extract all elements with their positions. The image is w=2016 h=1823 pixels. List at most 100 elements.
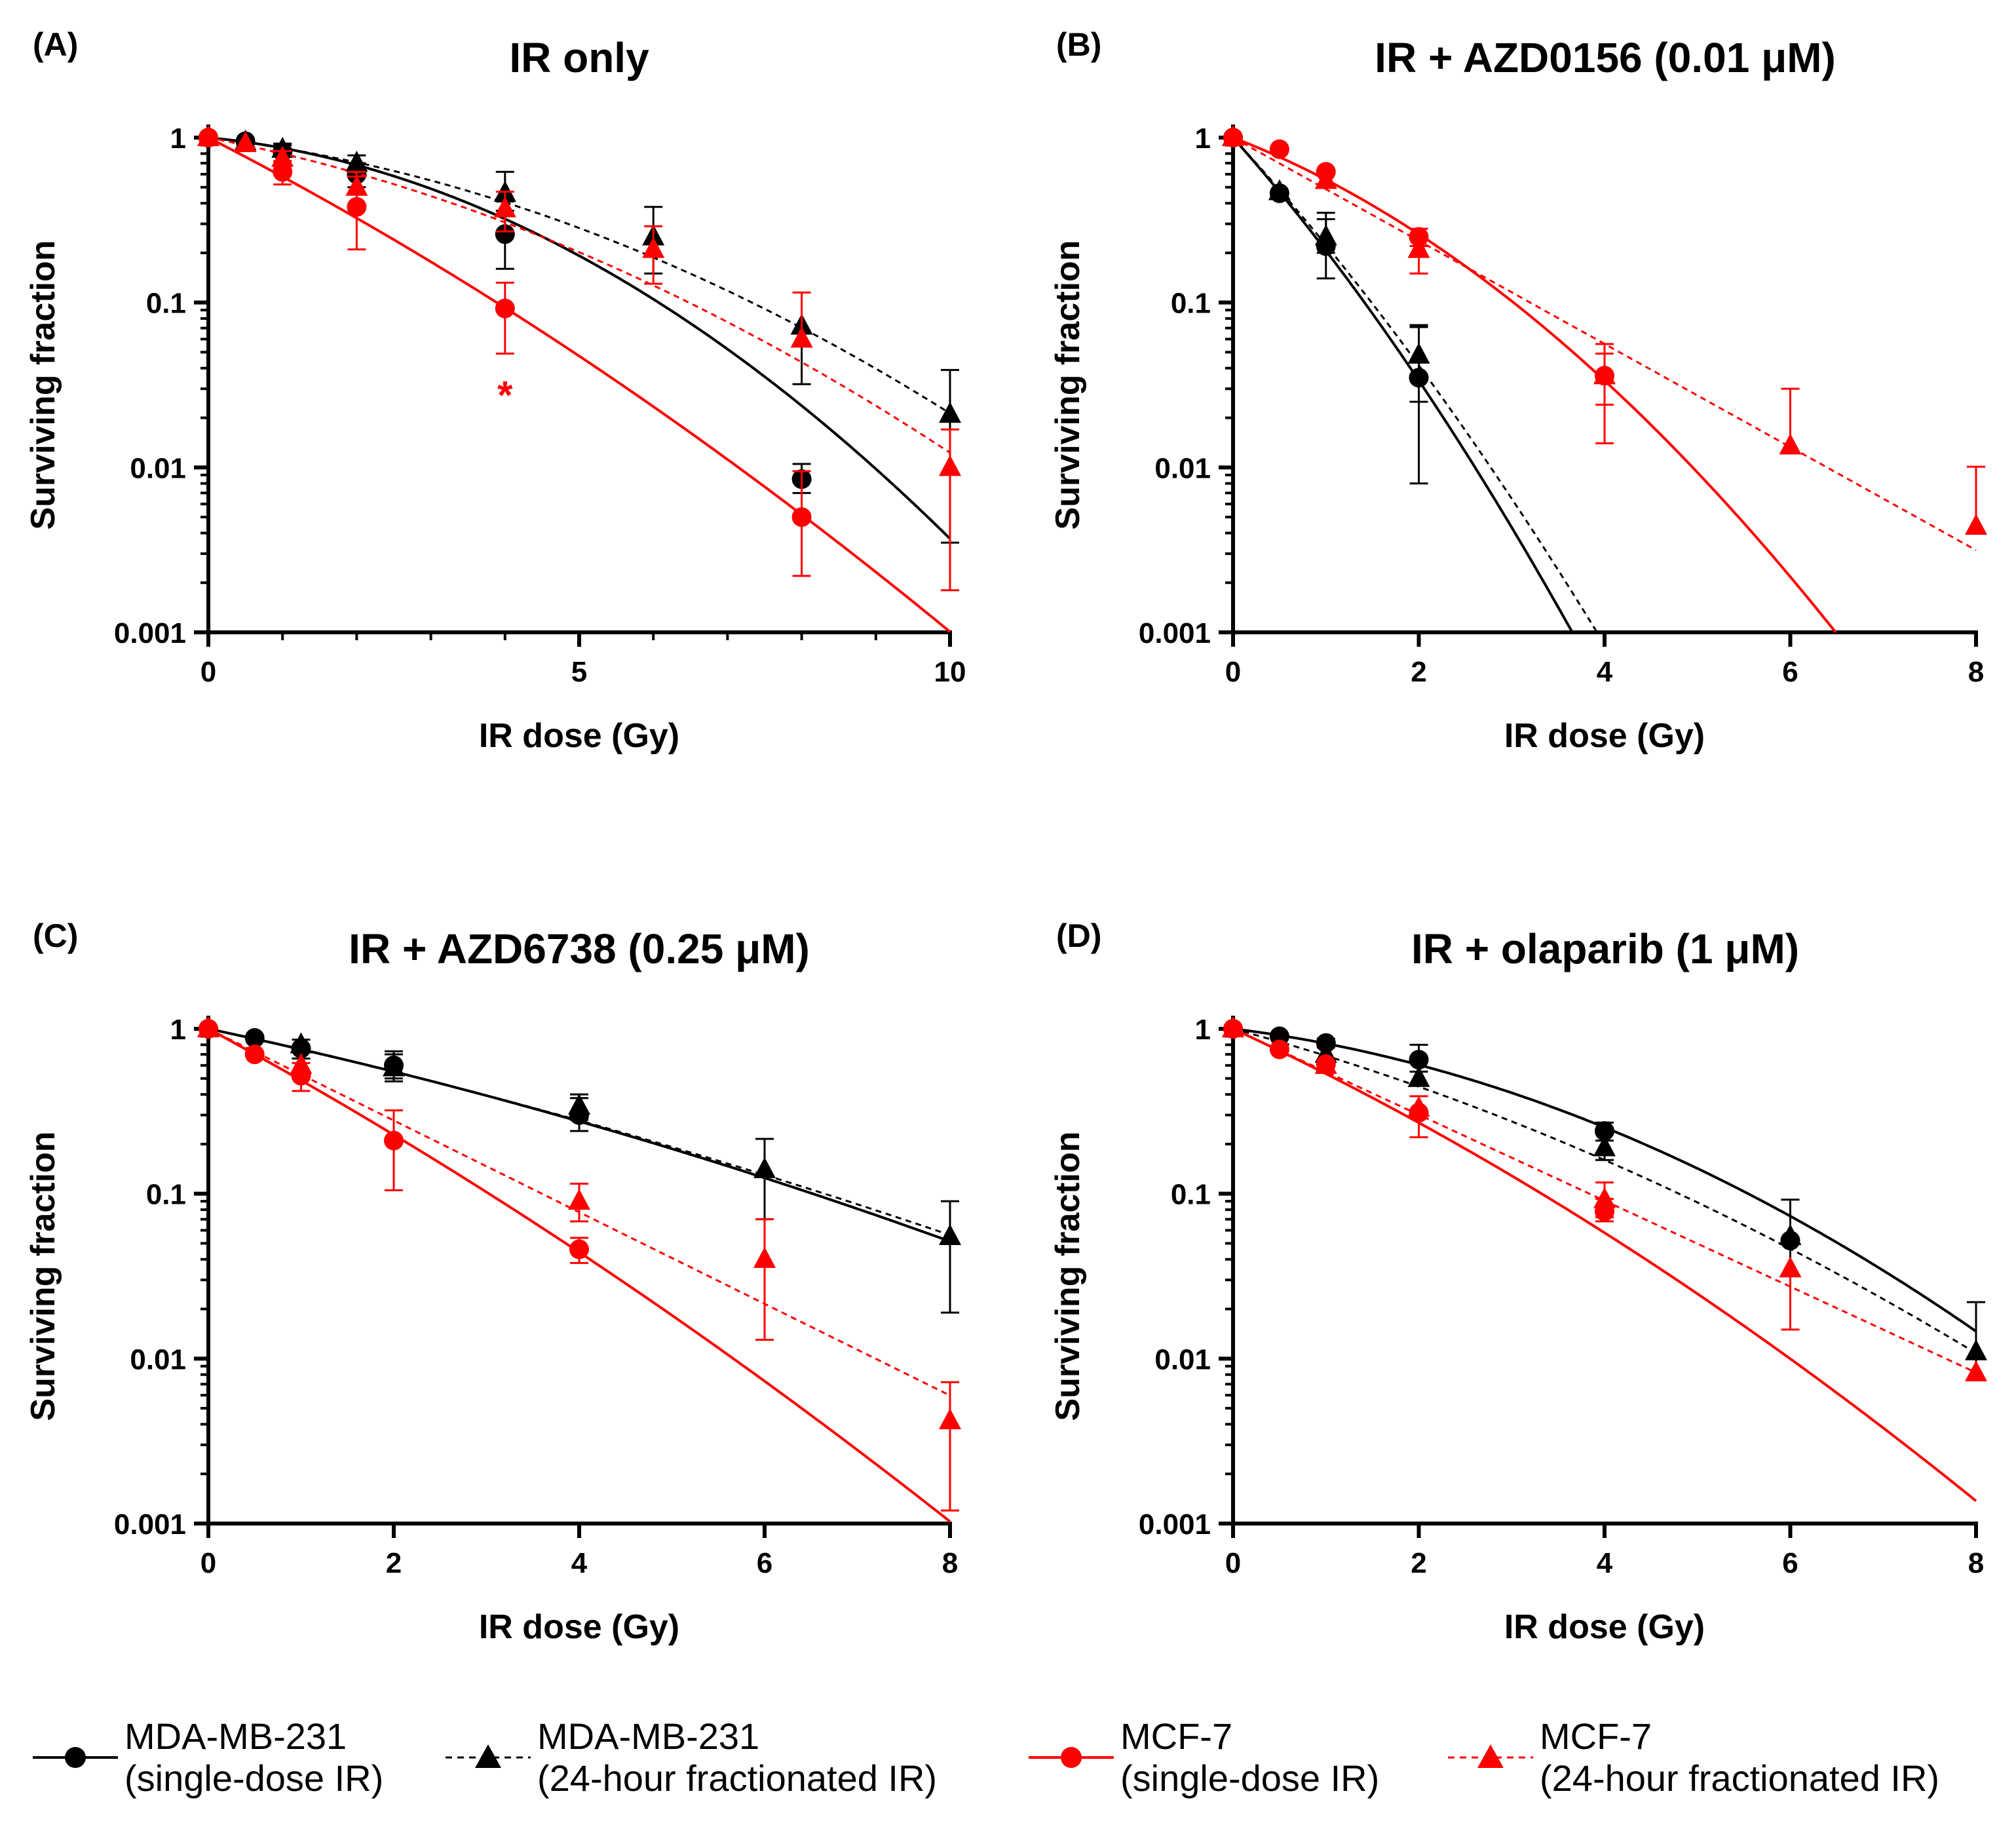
data-point [383,1055,405,1077]
data-point [939,1224,961,1246]
fit-curve [208,136,951,454]
legend-swatch-mcf-single [1029,1747,1114,1768]
series-2 [199,128,951,632]
data-point [1593,1187,1616,1208]
data-point [569,1239,589,1259]
legend-label-mcf-single: MCF-7 (single-dose IR) [1120,1716,1379,1799]
x-axis-label: IR dose (Gy) [1504,1608,1705,1646]
y-tick-label: 1 [170,1014,186,1046]
data-point [1595,1121,1614,1141]
data-point [939,1408,961,1430]
data-point [1314,1052,1337,1074]
y-tick-label: 0.1 [146,1179,186,1211]
x-tick-label: 8 [1968,656,1984,688]
data-point [197,1016,219,1037]
x-tick-label: 8 [942,1547,958,1579]
y-tick-label: 1 [1195,123,1211,155]
significance-annotation: * [497,373,513,417]
panel-label: (C) [33,917,78,954]
x-tick-label: 4 [571,1547,588,1579]
data-point [568,1189,590,1210]
y-tick-label: 0.001 [1139,617,1211,649]
data-point [568,1093,590,1115]
data-point [939,455,961,476]
legend-label-line1: MDA-MB-231 [537,1716,760,1757]
y-tick-label: 0.01 [130,1343,186,1375]
data-point [1314,224,1337,246]
series-3 [197,125,961,592]
data-point [290,1032,313,1054]
series-3 [197,1016,961,1512]
data-point [1965,514,1987,535]
x-tick-label: 0 [1225,1547,1241,1579]
data-point [1222,125,1244,146]
fit-curve [1232,136,1599,632]
data-point [1593,1135,1616,1157]
y-tick-label: 0.001 [114,1508,186,1541]
x-tick-label: 6 [757,1547,772,1579]
fit-curve [208,136,951,415]
data-point [753,1246,776,1268]
panel-d: (D) IR + olaparib (1 μM) 1 0.1 0.01 0.001 0 2 4 6… [1049,917,1987,1646]
y-axis-label: Surviving fraction [1049,240,1087,529]
panel-a: (A) IR only 1 0.1 0.01 0.001 0 5 10 IR dose (Gy) S… [24,26,966,755]
x-tick-label: 8 [1968,1547,1984,1579]
panel-label: (B) [1056,26,1101,63]
x-tick-label: 5 [571,656,587,688]
y-tick-label: 0.01 [1154,452,1211,484]
panel-label: (D) [1056,917,1101,954]
y-tick-label: 0.1 [1171,1179,1211,1211]
data-point [790,326,813,348]
x-tick-label: 4 [1597,1547,1613,1579]
fit-curve [1232,1027,1977,1333]
x-tick-label: 6 [1782,656,1798,688]
panel-title: IR only [509,34,649,81]
fit-curve [1232,136,1574,632]
legend-label-line2: (24-hour fractionated IR) [1540,1757,1940,1799]
x-tick-label: 0 [200,656,216,688]
x-axis-label: IR dose (Gy) [479,1608,679,1646]
y-tick-label: 0.1 [146,288,186,320]
data-point [1409,1050,1429,1070]
data-point [1779,433,1802,455]
series-1 [197,125,961,544]
data-point [271,145,294,167]
panel-label: (A) [33,26,78,63]
x-axis-label: IR dose (Gy) [479,717,679,755]
y-axis-label: Surviving fraction [24,240,62,529]
data-point [1268,179,1291,201]
x-tick-label: 0 [1225,656,1241,688]
data-point [1779,1224,1802,1246]
series-3 [1222,1016,1987,1382]
y-tick-label: 1 [170,123,186,155]
data-point [234,131,257,153]
x-tick-label: 10 [934,656,966,688]
x-tick-label: 2 [386,1547,402,1579]
data-point [1269,139,1289,159]
legend-label-line1: MDA-MB-231 [124,1716,347,1757]
series-3 [1222,125,1987,551]
data-point [290,1052,313,1074]
legend-label-mda-frac: MDA-MB-231 (24-hour fractionated IR) [537,1716,937,1799]
data-point [791,507,812,528]
fit-curve [1232,1027,1977,1503]
data-point [345,150,368,172]
y-tick-label: 0.1 [1171,288,1211,320]
panel-c: (C) IR + AZD6738 (0.25 μM) 1 0.1 0.01 0.001 0 2… [24,917,961,1646]
legend-label-line2: (single-dose IR) [124,1757,384,1799]
data-point [1965,1339,1987,1360]
series-2 [1223,1019,1977,1503]
legend-label-line2: (24-hour fractionated IR) [537,1757,938,1799]
y-tick-label: 1 [1195,1014,1211,1046]
data-point [345,174,368,196]
data-point [1222,1016,1244,1037]
series-1 [197,1016,961,1314]
data-point [1965,1360,1987,1382]
x-tick-label: 6 [1782,1547,1798,1579]
data-point [753,1157,776,1178]
data-point [939,402,961,423]
legend-swatch-mcf-frac [1448,1744,1533,1768]
data-point [1407,342,1430,364]
data-point [1407,1065,1430,1087]
